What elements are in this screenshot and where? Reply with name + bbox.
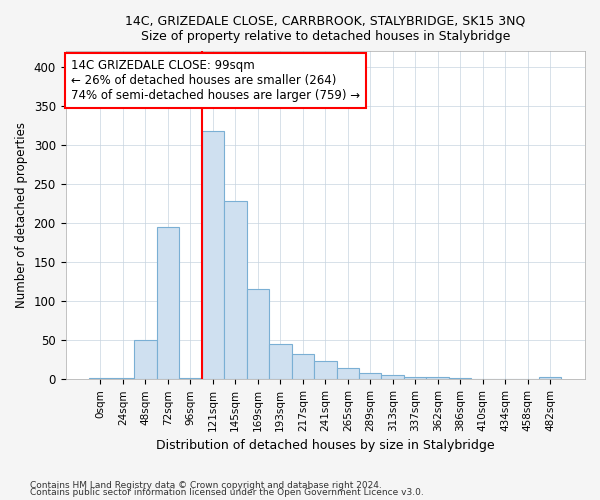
Bar [224, 201, 247, 380]
Title: 14C, GRIZEDALE CLOSE, CARRBROOK, STALYBRIDGE, SK15 3NQ
Size of property relative: 14C, GRIZEDALE CLOSE, CARRBROOK, STALYBR… [125, 15, 526, 43]
Bar [337, 368, 359, 380]
Text: Contains public sector information licensed under the Open Government Licence v3: Contains public sector information licen… [30, 488, 424, 497]
Bar [157, 227, 179, 380]
X-axis label: Distribution of detached houses by size in Stalybridge: Distribution of detached houses by size … [156, 440, 494, 452]
Bar [269, 344, 292, 380]
Bar [539, 377, 562, 380]
Bar [112, 378, 134, 380]
Bar [314, 362, 337, 380]
Text: 14C GRIZEDALE CLOSE: 99sqm
← 26% of detached houses are smaller (264)
74% of sem: 14C GRIZEDALE CLOSE: 99sqm ← 26% of deta… [71, 60, 360, 102]
Bar [382, 376, 404, 380]
Bar [517, 378, 539, 380]
Bar [134, 340, 157, 380]
Bar [472, 378, 494, 380]
Text: Contains HM Land Registry data © Crown copyright and database right 2024.: Contains HM Land Registry data © Crown c… [30, 480, 382, 490]
Bar [494, 378, 517, 380]
Y-axis label: Number of detached properties: Number of detached properties [15, 122, 28, 308]
Bar [89, 378, 112, 380]
Bar [292, 354, 314, 380]
Bar [449, 378, 472, 380]
Bar [359, 373, 382, 380]
Bar [179, 378, 202, 380]
Bar [427, 377, 449, 380]
Bar [247, 290, 269, 380]
Bar [404, 377, 427, 380]
Bar [202, 131, 224, 380]
